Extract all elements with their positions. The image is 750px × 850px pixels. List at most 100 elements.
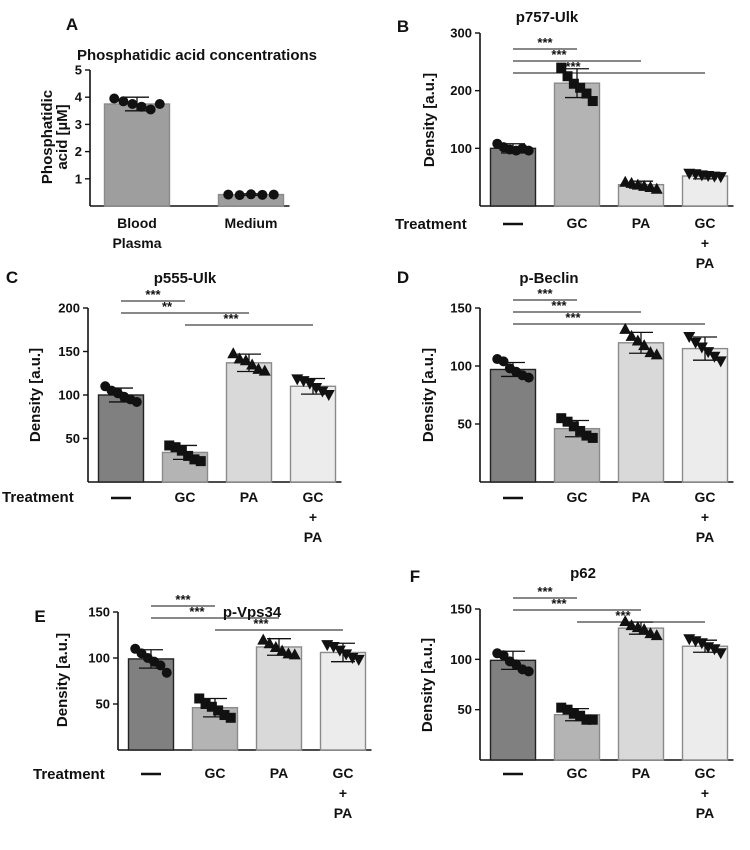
data-point — [562, 71, 573, 82]
significance-label: *** — [565, 59, 581, 74]
panel-letter: B — [397, 17, 409, 36]
data-point — [695, 342, 708, 354]
data-point — [219, 710, 230, 721]
data-point — [581, 88, 592, 99]
significance-label: *** — [615, 608, 631, 623]
data-point — [257, 633, 270, 645]
data-point — [568, 78, 579, 89]
category-label: GC — [333, 765, 354, 781]
data-point — [523, 145, 534, 156]
y-tick-label: 100 — [450, 141, 472, 156]
y-axis-label: Density [a.u.] — [54, 633, 71, 727]
category-label: GC — [695, 765, 716, 781]
data-point — [213, 705, 224, 716]
y-tick-label: 150 — [450, 301, 472, 316]
data-point — [161, 667, 172, 678]
data-point — [638, 623, 651, 635]
data-point — [263, 637, 276, 649]
y-tick-label: 100 — [450, 359, 472, 374]
y-tick-label: 100 — [58, 388, 80, 403]
y-tick-label: 3 — [75, 117, 82, 132]
data-point — [310, 383, 323, 395]
bar — [489, 368, 537, 483]
panel-a: A Phosphatidic acid concentrations Phospha… — [39, 15, 317, 251]
data-point — [498, 650, 509, 661]
data-point — [650, 629, 663, 641]
data-point — [650, 348, 663, 360]
category-label: PA — [304, 529, 322, 545]
data-point — [587, 714, 598, 725]
data-point — [206, 701, 217, 712]
data-point — [340, 649, 353, 661]
data-point — [164, 440, 175, 451]
significance-label: *** — [537, 286, 553, 301]
significance-label: *** — [253, 616, 269, 631]
category-label: PA — [270, 765, 288, 781]
bar — [617, 342, 665, 483]
data-point — [131, 396, 142, 407]
bar — [225, 362, 273, 483]
category-label: + — [339, 785, 347, 801]
treatment-label: Treatment — [2, 489, 74, 506]
bar — [489, 147, 537, 207]
category-label: Medium — [225, 215, 278, 231]
category-label: + — [701, 235, 709, 251]
data-point — [154, 99, 165, 109]
panel-letter: C — [6, 268, 18, 287]
data-point — [695, 638, 708, 650]
y-tick-label: 5 — [75, 63, 82, 78]
category-label: PA — [696, 255, 714, 271]
y-tick-label: 150 — [88, 605, 110, 620]
treatment-label: Treatment — [395, 216, 467, 233]
y-tick-label: 200 — [58, 301, 80, 316]
data-point — [568, 708, 579, 719]
data-point — [195, 456, 206, 467]
y-tick-label: 150 — [450, 602, 472, 617]
category-label: + — [701, 785, 709, 801]
y-tick-label: 50 — [458, 417, 472, 432]
category-label: GC — [695, 489, 716, 505]
category-label: + — [309, 509, 317, 525]
panel-letter: F — [410, 567, 420, 586]
significance-label: *** — [189, 604, 205, 619]
bar — [681, 645, 729, 761]
significance-label: *** — [223, 311, 239, 326]
data-point — [189, 454, 200, 465]
data-point — [683, 332, 696, 343]
data-point — [619, 322, 632, 334]
category-label: PA — [632, 215, 650, 231]
data-point — [708, 351, 721, 363]
data-point — [581, 430, 592, 441]
data-point — [239, 354, 252, 366]
y-axis-label: acid [µM] — [54, 104, 71, 169]
y-axis-label: Density [a.u.] — [419, 638, 436, 732]
data-point — [316, 386, 329, 398]
significance-label: *** — [537, 584, 553, 599]
y-tick-label: 4 — [75, 90, 83, 105]
category-label: PA — [334, 805, 352, 821]
data-point — [575, 710, 586, 721]
chart-title: Phosphatidic acid concentrations — [77, 47, 317, 64]
data-point — [246, 189, 256, 200]
data-point — [638, 339, 651, 351]
bar — [255, 646, 303, 751]
data-point — [702, 347, 715, 359]
data-point — [714, 172, 727, 184]
bar — [319, 651, 367, 751]
category-label: GC — [567, 215, 588, 231]
y-tick-label: 100 — [450, 652, 472, 667]
bar — [103, 103, 171, 207]
significance-label: *** — [551, 47, 567, 62]
data-point — [118, 96, 129, 107]
panel-letter: A — [66, 15, 78, 34]
category-label: PA — [632, 489, 650, 505]
data-point — [109, 93, 120, 104]
significance-label: *** — [145, 287, 161, 302]
data-point — [556, 62, 567, 73]
y-tick-label: 50 — [66, 431, 80, 446]
data-point — [575, 425, 586, 436]
data-point — [714, 356, 727, 368]
